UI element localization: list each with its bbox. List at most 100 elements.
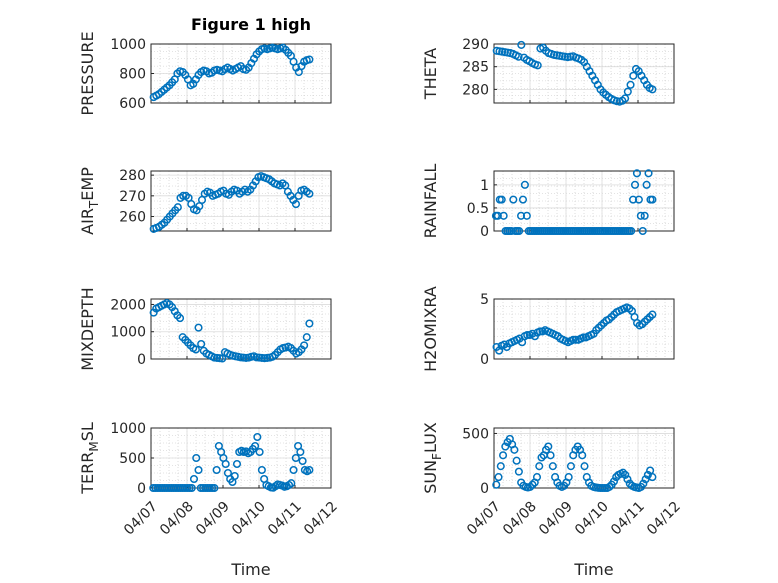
subplot-7: 0 500 1000 TERRMSL 04/0704/0804/0904/1004/11… bbox=[78, 421, 341, 538]
y-tick-label: 2000 bbox=[110, 297, 146, 313]
y-tick-label: 1000 bbox=[110, 37, 146, 53]
y-axis-label: SUNFLUX bbox=[421, 422, 444, 494]
data-point bbox=[194, 465, 203, 475]
data-point bbox=[296, 447, 305, 457]
data-point bbox=[255, 447, 264, 457]
y-axis-label: RAINFALL bbox=[421, 164, 440, 239]
data-point bbox=[537, 453, 546, 462]
y-tick-label: 260 bbox=[119, 210, 146, 226]
y-tick-label: 5 bbox=[480, 292, 489, 308]
x-tick-label: 04/10 bbox=[229, 499, 269, 539]
subplot-3: 260 270 280 AIRTEMP bbox=[78, 167, 332, 235]
data-point bbox=[533, 61, 542, 70]
figure-title: Figure 1 high bbox=[191, 15, 311, 34]
data-point bbox=[518, 195, 528, 204]
y-tick-label: 500 bbox=[119, 451, 146, 467]
data-point bbox=[257, 465, 266, 475]
data-point bbox=[526, 482, 535, 491]
data-point bbox=[528, 480, 537, 489]
data-point bbox=[510, 445, 519, 454]
y-tick-label: 0 bbox=[480, 352, 489, 368]
y-tick-label: 800 bbox=[119, 67, 146, 83]
data-point bbox=[507, 226, 516, 236]
data-point bbox=[212, 465, 221, 475]
data-point bbox=[515, 226, 524, 236]
y-tick-label: 0 bbox=[480, 224, 489, 240]
data-point bbox=[499, 211, 508, 220]
data-point bbox=[623, 475, 632, 484]
axes-frame bbox=[493, 427, 675, 489]
y-axis-label: PRESSURE bbox=[78, 31, 97, 115]
data-point bbox=[191, 345, 200, 354]
x-tick-label: 04/11 bbox=[265, 499, 305, 539]
data-point bbox=[632, 169, 641, 178]
subplot-1: 600 800 1000 PRESSURE bbox=[78, 31, 332, 116]
data-point bbox=[175, 314, 185, 323]
y-tick-label: 0 bbox=[480, 481, 489, 497]
data-point bbox=[494, 473, 503, 482]
subplot-8: 0 500 SUNFLUX 04/0704/0804/0904/1004/1104/1… bbox=[421, 422, 684, 538]
data-point bbox=[629, 71, 638, 80]
data-point bbox=[579, 333, 588, 342]
data-point bbox=[517, 40, 526, 49]
x-tick-label: 04/07 bbox=[121, 499, 161, 539]
data-point bbox=[578, 451, 587, 460]
data-point bbox=[641, 475, 650, 484]
data-point bbox=[621, 470, 630, 479]
data-point bbox=[634, 195, 643, 204]
data-point bbox=[640, 211, 649, 220]
data-point bbox=[197, 339, 206, 349]
y-tick-label: 285 bbox=[462, 60, 489, 76]
y-tick-label: 280 bbox=[462, 82, 489, 98]
data-point bbox=[629, 195, 638, 204]
x-tick-label: 04/09 bbox=[193, 499, 233, 539]
x-axis-label-left: Time bbox=[230, 560, 270, 579]
data-point bbox=[514, 52, 523, 61]
data-point bbox=[187, 483, 196, 493]
data-point bbox=[520, 180, 529, 189]
y-tick-label: 270 bbox=[119, 189, 146, 205]
axes-frame bbox=[150, 427, 332, 489]
data-point bbox=[232, 459, 242, 469]
data-point bbox=[648, 195, 657, 204]
data-point bbox=[523, 330, 532, 340]
data-point bbox=[291, 453, 300, 463]
subplot-5: 0 1000 2000 MIXDEPTH bbox=[78, 287, 332, 371]
data-point bbox=[623, 87, 632, 96]
data-point bbox=[253, 432, 262, 442]
data-point bbox=[287, 479, 296, 488]
data-point bbox=[501, 442, 510, 451]
x-tick-label: 04/07 bbox=[464, 499, 504, 539]
data-point bbox=[627, 226, 636, 236]
x-tick-label: 04/10 bbox=[572, 499, 612, 539]
data-point bbox=[648, 473, 657, 482]
data-point bbox=[499, 451, 508, 460]
data-point bbox=[618, 468, 628, 477]
data-point bbox=[566, 462, 575, 471]
data-point bbox=[639, 479, 648, 488]
data-point bbox=[535, 327, 545, 336]
subplot-2: 280 285 290 THETA bbox=[421, 37, 675, 106]
data-point bbox=[496, 462, 505, 471]
data-point bbox=[194, 323, 203, 332]
y-axis-label: THETA bbox=[421, 48, 440, 100]
data-point bbox=[621, 94, 630, 103]
data-point bbox=[643, 470, 652, 479]
axes-frame bbox=[150, 43, 332, 104]
x-tick-label: 04/09 bbox=[536, 499, 576, 539]
data-point bbox=[644, 169, 653, 178]
data-point bbox=[289, 465, 298, 475]
data-point bbox=[512, 456, 521, 465]
y-tick-label: 1 bbox=[480, 178, 489, 194]
data-point bbox=[648, 85, 657, 94]
x-tick-label: 04/12 bbox=[644, 499, 684, 539]
data-point bbox=[569, 335, 578, 344]
data-point bbox=[522, 211, 531, 220]
data-point bbox=[192, 453, 201, 463]
data-point bbox=[642, 180, 651, 189]
data-point bbox=[291, 200, 301, 209]
y-tick-label: 290 bbox=[462, 37, 489, 53]
data-point bbox=[305, 465, 314, 475]
